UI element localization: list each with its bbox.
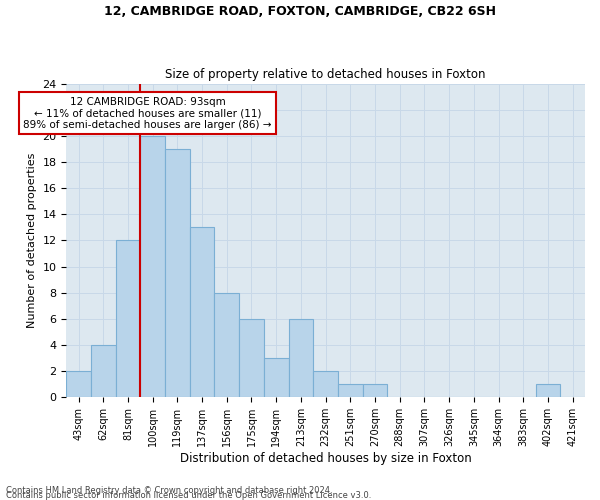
Text: Contains public sector information licensed under the Open Government Licence v3: Contains public sector information licen… <box>6 490 371 500</box>
Bar <box>91 345 116 398</box>
Bar <box>165 149 190 398</box>
Bar <box>536 384 560 398</box>
Bar <box>214 292 239 398</box>
X-axis label: Distribution of detached houses by size in Foxton: Distribution of detached houses by size … <box>180 452 472 465</box>
Bar <box>66 371 91 398</box>
Y-axis label: Number of detached properties: Number of detached properties <box>26 153 37 328</box>
Text: 12 CAMBRIDGE ROAD: 93sqm
← 11% of detached houses are smaller (11)
89% of semi-d: 12 CAMBRIDGE ROAD: 93sqm ← 11% of detach… <box>23 96 272 130</box>
Bar <box>313 371 338 398</box>
Text: Contains HM Land Registry data © Crown copyright and database right 2024.: Contains HM Land Registry data © Crown c… <box>6 486 332 495</box>
Bar <box>362 384 388 398</box>
Title: Size of property relative to detached houses in Foxton: Size of property relative to detached ho… <box>166 68 486 81</box>
Bar <box>264 358 289 398</box>
Text: 12, CAMBRIDGE ROAD, FOXTON, CAMBRIDGE, CB22 6SH: 12, CAMBRIDGE ROAD, FOXTON, CAMBRIDGE, C… <box>104 5 496 18</box>
Bar <box>289 319 313 398</box>
Bar <box>338 384 362 398</box>
Bar <box>239 319 264 398</box>
Bar <box>190 228 214 398</box>
Bar <box>140 136 165 398</box>
Bar <box>116 240 140 398</box>
